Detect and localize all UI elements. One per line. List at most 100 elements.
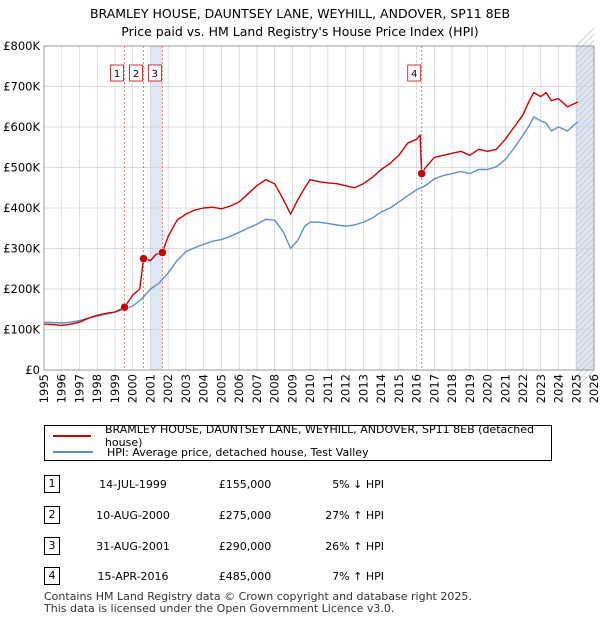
forecast-hatch — [575, 75, 595, 95]
forecast-hatch — [575, 255, 595, 275]
forecast-hatch — [575, 339, 595, 359]
legend-label-hpi: HPI: Average price, detached house, Test… — [107, 445, 369, 459]
x-tick-label: 2017 — [427, 374, 441, 403]
y-tick-label: £100K — [3, 323, 40, 337]
forecast-hatch — [575, 309, 595, 329]
legend-swatch-hpi — [53, 451, 93, 453]
y-tick-label: £800K — [3, 39, 40, 53]
forecast-hatch — [575, 327, 595, 347]
transaction-marker-label: 3 — [152, 69, 158, 80]
x-tick-label: 1996 — [55, 374, 69, 403]
forecast-hatch — [575, 213, 595, 233]
footer-copyright: Contains HM Land Registry data © Crown c… — [44, 590, 472, 603]
forecast-hatch — [575, 267, 595, 287]
y-tick-label: £700K — [3, 80, 40, 94]
transaction-point — [120, 302, 129, 312]
transaction-point — [417, 169, 426, 178]
chart-title-address: BRAMLEY HOUSE, DAUNTSEY LANE, WEYHILL, A… — [89, 6, 511, 21]
transaction-hpi-diff: 27% ↑ HPI — [325, 509, 384, 522]
forecast-hatch — [575, 45, 595, 65]
legend-label-property: BRAMLEY HOUSE, DAUNTSEY LANE, WEYHILL, A… — [104, 423, 535, 449]
plot-area-border — [43, 45, 595, 371]
transaction-hpi-diff: 5% ↓ HPI — [332, 478, 384, 491]
x-tick-label: 2006 — [232, 374, 246, 403]
price-chart: 1 2 3 4 £0 £100K £200K £300K £400K £500K £600K £70… — [3, 27, 600, 403]
forecast-hatch — [575, 129, 595, 149]
forecast-hatch — [575, 369, 595, 389]
transaction-date: 14-JUL-1999 — [99, 478, 167, 491]
forecast-hatch — [575, 39, 595, 59]
x-tick-label: 2019 — [463, 374, 477, 403]
transaction-point — [158, 248, 167, 257]
forecast-hatch — [575, 297, 595, 317]
transaction-marker-label: 1 — [114, 69, 120, 80]
forecast-hatch — [575, 105, 595, 125]
forecast-hatch — [575, 33, 595, 53]
x-tick-label: 2001 — [143, 374, 157, 403]
forecast-hatch — [575, 159, 595, 179]
x-tick-label: 2025 — [569, 374, 583, 403]
x-tick-label: 2015 — [392, 374, 406, 403]
x-tick-label: 2000 — [126, 374, 140, 403]
transaction-price: £290,000 — [218, 540, 272, 553]
x-tick-label: 2012 — [339, 374, 353, 403]
forecast-hatch — [575, 207, 595, 227]
forecast-hatch — [575, 27, 595, 47]
y-tick-label: £400K — [3, 201, 40, 215]
x-tick-label: 2016 — [410, 374, 424, 403]
x-tick-label: 1998 — [90, 374, 104, 403]
forecast-hatch — [575, 333, 595, 353]
forecast-hatch — [575, 63, 595, 83]
forecast-hatch — [575, 81, 595, 101]
forecast-hatch — [575, 135, 595, 155]
chart-legend: BRAMLEY HOUSE, DAUNTSEY LANE, WEYHILL, A… — [44, 423, 552, 461]
legend-item-hpi: HPI: Average price, detached house, Test… — [53, 444, 369, 460]
forecast-hatch — [575, 351, 595, 371]
transaction-point — [139, 254, 148, 263]
forecast-hatch — [575, 225, 595, 245]
x-tick-label: 2021 — [498, 374, 512, 403]
forecast-hatch — [575, 177, 595, 197]
property-price-line — [43, 91, 579, 327]
legend-swatch-property — [53, 435, 91, 437]
forecast-hatch — [575, 249, 595, 269]
y-tick-label: £300K — [3, 242, 40, 256]
x-tick-label: 1997 — [72, 374, 86, 403]
forecast-hatch — [575, 147, 595, 167]
y-tick-label: £200K — [3, 282, 40, 296]
forecast-hatch — [575, 357, 595, 377]
forecast-hatch — [575, 363, 595, 383]
forecast-hatch — [575, 183, 595, 203]
x-tick-label: 2026 — [587, 374, 600, 403]
transaction-hpi-diff: 7% ↑ HPI — [332, 570, 384, 583]
forecast-hatch — [575, 303, 595, 323]
x-tick-label: 2010 — [303, 374, 317, 403]
hpi-line — [43, 116, 579, 324]
forecast-hatch — [575, 261, 595, 281]
x-tick-label: 2008 — [268, 374, 282, 403]
y-tick-label: £600K — [3, 120, 40, 134]
x-tick-label: 2023 — [534, 374, 548, 403]
x-tick-label: 2005 — [214, 374, 228, 403]
chart-subtitle: Price paid vs. HM Land Registry's House … — [121, 24, 479, 39]
x-tick-label: 2009 — [285, 374, 299, 403]
forecast-hatch — [575, 237, 595, 257]
forecast-hatch — [575, 315, 595, 335]
forecast-hatch — [575, 291, 595, 311]
transaction-marker-box — [110, 64, 124, 82]
transaction-marker-box — [129, 64, 143, 82]
transaction-date: 31-AUG-2001 — [96, 540, 170, 553]
x-tick-label: 2022 — [516, 374, 530, 403]
x-tick-label: 2004 — [197, 374, 211, 403]
forecast-hatch — [575, 189, 595, 209]
transaction-date: 15-APR-2016 — [97, 570, 169, 583]
legend-item-property: BRAMLEY HOUSE, DAUNTSEY LANE, WEYHILL, A… — [53, 423, 551, 449]
x-tick-label: 2011 — [321, 374, 335, 403]
forecast-hatch — [575, 195, 595, 215]
transaction-price: £485,000 — [218, 570, 272, 583]
transaction-number-badge: 1 — [44, 475, 60, 493]
x-tick-label: 2014 — [374, 374, 388, 403]
forecast-hatch — [575, 171, 595, 191]
x-tick-label: 2007 — [250, 374, 264, 403]
forecast-hatch — [575, 141, 595, 161]
